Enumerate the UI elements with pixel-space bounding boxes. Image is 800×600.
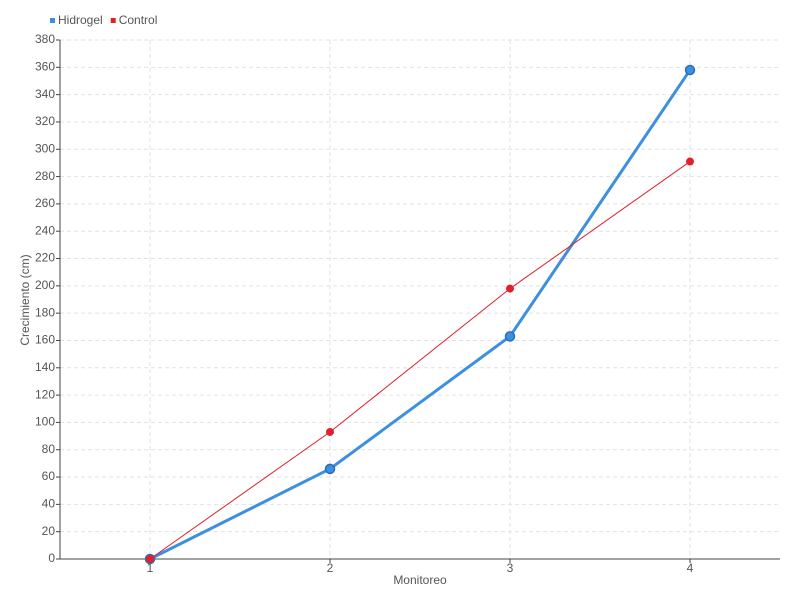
- data-point: [324, 463, 336, 475]
- y-tick-label: 100: [35, 415, 55, 429]
- x-tick-label: 2: [327, 561, 334, 575]
- y-tick-label: 360: [35, 59, 55, 73]
- series-line: [149, 69, 692, 561]
- y-tick-label: 220: [35, 251, 55, 265]
- y-tick-label: 20: [42, 524, 56, 538]
- data-point: [146, 555, 154, 563]
- data-point: [326, 427, 334, 436]
- y-tick-label: 120: [35, 387, 55, 401]
- legend-label: Control: [119, 13, 158, 27]
- y-tick-label: 320: [35, 114, 55, 128]
- data-point: [506, 284, 514, 293]
- y-tick-label: 300: [35, 141, 55, 155]
- y-tick-label: 140: [35, 360, 55, 374]
- data-point: [684, 64, 696, 76]
- x-tick-label: 1: [147, 561, 154, 575]
- legend-label: Hidrogel: [58, 13, 103, 27]
- y-tick-label: 180: [35, 305, 55, 319]
- x-axis-label: Monitoreo: [393, 573, 447, 587]
- y-tick-label: 60: [42, 469, 56, 483]
- data-point: [504, 331, 516, 342]
- legend-swatch: [110, 18, 116, 23]
- data-point: [686, 157, 694, 166]
- x-tick-label: 4: [687, 561, 694, 575]
- y-tick-label: 160: [35, 333, 55, 347]
- y-tick-label: 340: [35, 87, 55, 101]
- y-tick-label: 280: [35, 169, 55, 183]
- y-tick-label: 0: [48, 551, 55, 565]
- x-tick-label: 3: [507, 561, 514, 575]
- y-tick-label: 240: [35, 223, 55, 237]
- y-tick-label: 200: [35, 278, 55, 292]
- series-line: [149, 161, 691, 560]
- y-tick-label: 380: [35, 32, 55, 46]
- y-tick-label: 80: [42, 442, 56, 456]
- y-tick-label: 260: [35, 196, 55, 210]
- y-axis-label: Crecimiento (cm): [18, 254, 32, 345]
- y-tick-label: 40: [42, 497, 56, 511]
- legend-swatch: [50, 18, 55, 23]
